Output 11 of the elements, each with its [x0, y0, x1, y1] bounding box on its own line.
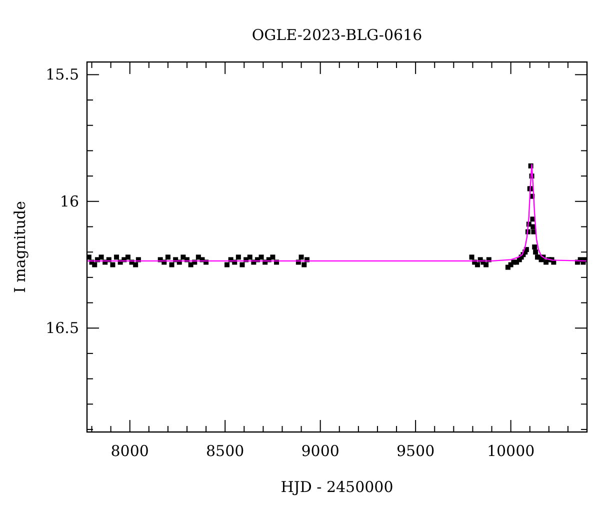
x-tick-label: 8000 [110, 442, 149, 460]
y-tick-label: 16 [60, 192, 79, 210]
y-axis-title: I magnitude [11, 200, 29, 294]
x-tick-label: 8500 [206, 442, 244, 460]
x-tick-label: 9000 [301, 442, 340, 460]
y-tick-label: 16.5 [46, 319, 79, 338]
x-axis-title: HJD - 2450000 [280, 478, 394, 496]
x-tick-label: 10000 [486, 442, 535, 460]
x-tick-label: 9500 [396, 442, 435, 460]
chart-title: OGLE-2023-BLG-0616 [252, 26, 422, 44]
y-tick-label: 15.5 [46, 66, 79, 84]
